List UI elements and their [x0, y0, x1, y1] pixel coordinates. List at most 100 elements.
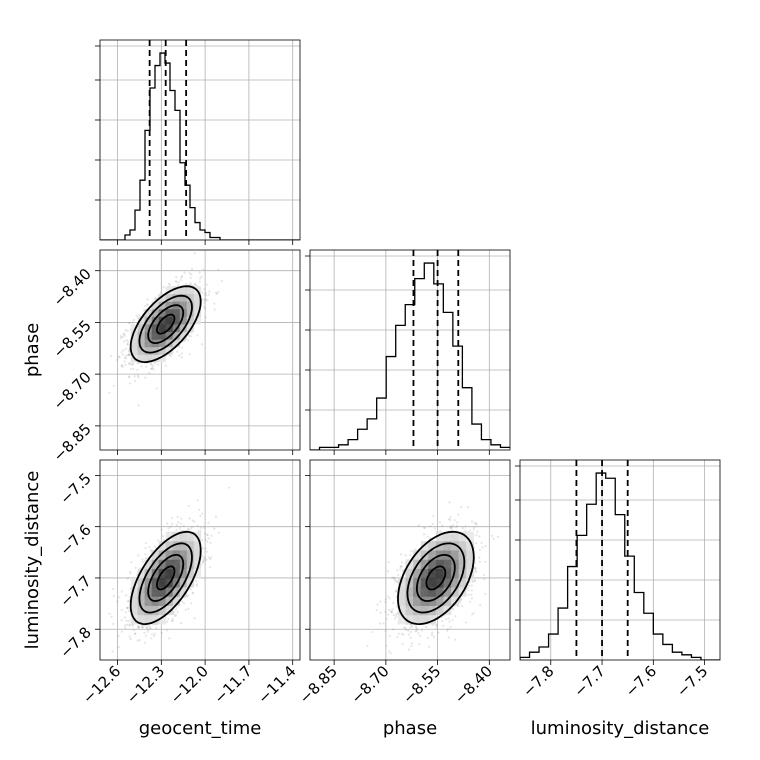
panel-phase-vs-luminosity_distance-point	[454, 615, 457, 618]
panel-geocent_time-vs-luminosity_distance-point	[187, 607, 190, 610]
panel-geocent_time-vs-phase-point	[124, 357, 128, 360]
panel-geocent_time-vs-phase-point	[203, 293, 206, 296]
panel-phase-vs-luminosity_distance-point	[393, 617, 397, 620]
panel-geocent_time-vs-phase-density-cell	[179, 316, 188, 325]
panel-geocent_time-vs-phase-point	[196, 334, 199, 337]
panel-geocent_time-vs-luminosity_distance-point	[146, 628, 149, 631]
panel-geocent_time-vs-luminosity_distance-point	[144, 546, 147, 550]
panel-geocent_time-vs-phase-point	[127, 354, 130, 357]
panel-phase-vs-luminosity_distance-point	[392, 614, 395, 617]
panel-geocent_time-vs-phase-point	[204, 316, 207, 319]
panel-phase-vs-luminosity_distance-point	[396, 580, 399, 583]
panel-geocent_time-vs-phase-density-cell	[130, 339, 138, 348]
panel-geocent_time-vs-phase-density-cell	[151, 354, 159, 363]
panel-geocent_time-vs-luminosity_distance-point	[123, 626, 127, 630]
panel-geocent_time-vs-luminosity_distance-point	[181, 600, 184, 603]
panel-phase-vs-luminosity_distance-point	[371, 630, 374, 634]
panel-phase-vs-luminosity_distance-point	[411, 625, 414, 628]
panel-phase-vs-luminosity_distance-point	[386, 595, 390, 598]
panel-geocent_time-vs-phase-point	[203, 298, 206, 301]
panel-geocent_time-vs-luminosity_distance-point	[176, 515, 179, 518]
panel-geocent_time-vs-luminosity_distance-point	[138, 638, 141, 642]
panel-geocent_time-vs-luminosity_distance-point	[129, 570, 132, 573]
panel-geocent_time-vs-luminosity_distance-density-cell	[137, 596, 145, 606]
panel-geocent_time-vs-phase-point	[202, 268, 205, 271]
panel-geocent_time-vs-luminosity_distance-point	[150, 637, 153, 640]
panel-geocent_time-vs-phase-density-cell	[165, 316, 174, 325]
panel-geocent_time-vs-phase-point	[205, 294, 208, 297]
panel-geocent_time-vs-phase-point	[215, 292, 218, 295]
panel-geocent_time-vs-phase-density-cell	[151, 346, 159, 355]
panel-geocent_time-vs-phase-point	[207, 293, 210, 296]
panel-geocent_time-vs-phase-contour-2	[138, 294, 193, 354]
panel-phase-vs-luminosity_distance-point	[464, 529, 467, 532]
panel-geocent_time-vs-phase-point	[146, 304, 149, 307]
panel-phase-vs-luminosity_distance-point	[472, 612, 475, 615]
panel-geocent_time-vs-luminosity_distance-point	[200, 512, 204, 515]
panel-geocent_time-vs-luminosity_distance-density-cell	[165, 605, 174, 616]
panel-geocent_time-vs-luminosity_distance-point	[191, 591, 194, 594]
panel-phase-vs-luminosity_distance-point	[447, 617, 450, 620]
panel-geocent_time-vs-luminosity_distance-point	[125, 619, 128, 622]
panel-geocent_time-vs-phase-point	[134, 379, 137, 383]
panel-phase-vs-luminosity_distance-point	[393, 578, 397, 582]
panel-geocent_time-vs-luminosity_distance-point	[203, 556, 207, 559]
panel-phase-vs-luminosity_distance-point	[454, 638, 457, 641]
panel-phase-vs-luminosity_distance-point	[431, 522, 435, 525]
panel-geocent_time-vs-luminosity_distance-point	[205, 550, 208, 553]
panel-geocent_time-vs-phase-point	[138, 313, 141, 317]
panel-geocent_time-vs-phase-point	[121, 365, 124, 368]
panel-geocent_time-vs-phase-density-cell	[172, 316, 181, 325]
panel-geocent_time-vs-phase-point	[128, 350, 131, 353]
panel-geocent_time-vs-phase-density-cell	[158, 293, 166, 302]
panel-geocent_time-vs-phase-point	[151, 366, 154, 369]
panel-geocent_time-vs-phase-point	[167, 282, 171, 285]
panel-geocent_time-vs-luminosity_distance-point	[206, 534, 209, 537]
panel-phase-vs-luminosity_distance-point	[478, 535, 481, 538]
panel-geocent_time-vs-luminosity_distance-point	[204, 547, 207, 550]
panel-phase-vs-luminosity_distance-point	[447, 517, 451, 521]
panel-phase-vs-luminosity_distance-point	[475, 534, 478, 537]
panel-geocent_time-vs-luminosity_distance-point	[143, 624, 146, 627]
panel-geocent_time-vs-luminosity_distance-point	[166, 629, 169, 632]
panel-phase-vs-luminosity_distance-point	[496, 535, 499, 538]
panel-geocent_time-vs-phase-point	[193, 282, 197, 285]
panel-phase-vs-luminosity_distance-point	[385, 644, 388, 647]
panel-geocent_time-vs-luminosity_distance-density-cell	[151, 605, 159, 616]
panel-geocent_time-vs-luminosity_distance-point	[125, 594, 128, 597]
panel-geocent_time-vs-phase-point	[185, 282, 188, 285]
panel-geocent_time-vs-phase-point	[128, 362, 131, 366]
panel-phase-vs-luminosity_distance-point	[479, 603, 482, 607]
panel-phase-vs-luminosity_distance-point	[473, 522, 476, 525]
panel-geocent_time-vs-phase-point	[206, 298, 209, 302]
panel-geocent_time-vs-phase-point	[128, 375, 131, 378]
panel-phase-vs-luminosity_distance-point	[448, 620, 451, 623]
panel-geocent_time-vs-phase-density-cell	[137, 331, 145, 340]
panel-geocent_time-vs-luminosity_distance-density-cell	[151, 568, 159, 579]
panel-geocent_time-vs-phase-point	[146, 302, 149, 306]
panel-geocent_time-vs-luminosity_distance-point	[175, 606, 178, 609]
panel-geocent_time-vs-phase-point	[201, 291, 204, 294]
panel-phase-vs-luminosity_distance-point	[444, 617, 448, 621]
panel-geocent_time-vs-phase-point	[123, 332, 126, 335]
panel-geocent_time-vs-luminosity_distance-point	[199, 530, 202, 533]
panel-geocent_time-vs-luminosity_distance-point	[167, 618, 170, 621]
panel-phase-vs-luminosity_distance-point	[399, 565, 402, 569]
panel-geocent_time-vs-luminosity_distance-point	[116, 600, 119, 603]
panel-geocent_time-vs-phase-point	[153, 362, 157, 365]
panel-phase-vs-luminosity_distance-point	[403, 626, 406, 629]
panel-geocent_time-vs-luminosity_distance-point	[203, 532, 206, 535]
panel-geocent_time-vs-luminosity_distance-point	[207, 521, 210, 525]
panel-geocent_time-vs-luminosity_distance-point	[189, 527, 193, 530]
panel-phase-vs-luminosity_distance-point	[470, 593, 473, 596]
panel-geocent_time-vs-luminosity_distance-contour-3	[129, 530, 202, 626]
panel-geocent_time-vs-phase-point	[140, 365, 143, 368]
panel-geocent_time-vs-phase-density-cell	[144, 346, 152, 355]
panel-geocent_time-vs-luminosity_distance-point	[191, 592, 195, 595]
panel-geocent_time-vs-phase-point	[181, 346, 184, 349]
panel-geocent_time-vs-luminosity_distance-point	[174, 614, 178, 617]
panel-geocent_time-vs-phase-point	[180, 352, 184, 355]
panel-phase-vs-luminosity_distance-point	[456, 521, 459, 524]
panel-geocent_time-vs-phase-point	[204, 291, 208, 294]
panel-geocent_time-vs-luminosity_distance-point	[205, 533, 209, 536]
